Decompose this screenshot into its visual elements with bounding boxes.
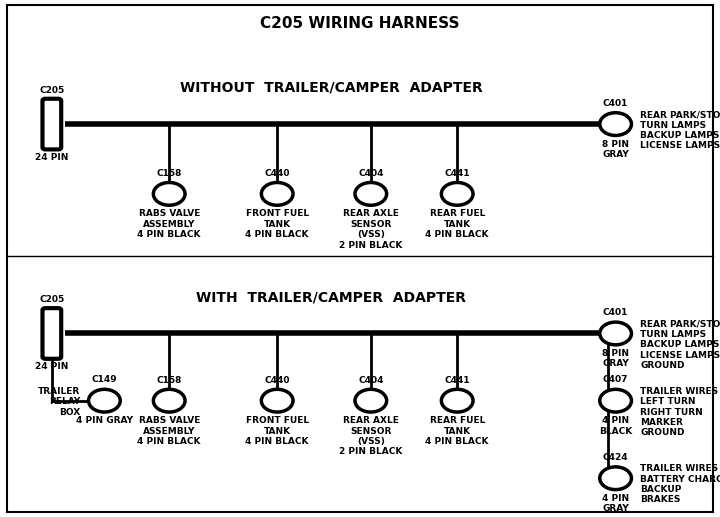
Text: WITHOUT  TRAILER/CAMPER  ADAPTER: WITHOUT TRAILER/CAMPER ADAPTER [180,81,482,95]
Circle shape [600,467,631,490]
Circle shape [441,389,473,412]
Text: TRAILER
RELAY
BOX: TRAILER RELAY BOX [37,387,80,417]
Circle shape [355,389,387,412]
Circle shape [153,389,185,412]
Text: C404: C404 [358,376,384,385]
Text: C440: C440 [264,376,290,385]
Text: FRONT FUEL
TANK
4 PIN BLACK: FRONT FUEL TANK 4 PIN BLACK [246,209,309,239]
Circle shape [261,183,293,205]
Text: REAR FUEL
TANK
4 PIN BLACK: REAR FUEL TANK 4 PIN BLACK [426,209,489,239]
Text: C440: C440 [264,170,290,178]
Text: C205: C205 [39,295,65,304]
Text: C424: C424 [603,453,629,462]
Text: REAR PARK/STOP
TURN LAMPS
BACKUP LAMPS
LICENSE LAMPS: REAR PARK/STOP TURN LAMPS BACKUP LAMPS L… [640,110,720,150]
Text: REAR AXLE
SENSOR
(VSS)
2 PIN BLACK: REAR AXLE SENSOR (VSS) 2 PIN BLACK [339,416,402,457]
Text: 4 PIN GRAY: 4 PIN GRAY [76,416,133,425]
Text: FRONT FUEL
TANK
4 PIN BLACK: FRONT FUEL TANK 4 PIN BLACK [246,416,309,446]
Text: C401: C401 [603,308,629,317]
Text: REAR PARK/STOP
TURN LAMPS
BACKUP LAMPS
LICENSE LAMPS
GROUND: REAR PARK/STOP TURN LAMPS BACKUP LAMPS L… [640,320,720,370]
FancyBboxPatch shape [42,308,61,359]
Text: C441: C441 [444,376,470,385]
Text: RABS VALVE
ASSEMBLY
4 PIN BLACK: RABS VALVE ASSEMBLY 4 PIN BLACK [138,416,201,446]
Text: TRAILER WIRES
LEFT TURN
RIGHT TURN
MARKER
GROUND: TRAILER WIRES LEFT TURN RIGHT TURN MARKE… [640,387,719,437]
Text: C158: C158 [156,170,182,178]
Circle shape [600,113,631,135]
Text: 4 PIN
GRAY: 4 PIN GRAY [602,494,629,513]
Circle shape [355,183,387,205]
FancyBboxPatch shape [42,99,61,149]
Circle shape [89,389,120,412]
Text: C407: C407 [603,375,629,384]
Text: WITH  TRAILER/CAMPER  ADAPTER: WITH TRAILER/CAMPER ADAPTER [196,290,467,305]
Text: 24 PIN: 24 PIN [35,153,68,161]
Circle shape [600,322,631,345]
Text: C158: C158 [156,376,182,385]
Text: C205: C205 [39,86,65,95]
Text: TRAILER WIRES
BATTERY CHARGE
BACKUP
BRAKES: TRAILER WIRES BATTERY CHARGE BACKUP BRAK… [640,464,720,505]
Circle shape [261,389,293,412]
Text: C149: C149 [91,375,117,384]
Text: 4 PIN
BLACK: 4 PIN BLACK [599,416,632,436]
Text: C441: C441 [444,170,470,178]
Text: REAR FUEL
TANK
4 PIN BLACK: REAR FUEL TANK 4 PIN BLACK [426,416,489,446]
Text: C205 WIRING HARNESS: C205 WIRING HARNESS [260,16,460,31]
Circle shape [153,183,185,205]
Text: C404: C404 [358,170,384,178]
Text: REAR AXLE
SENSOR
(VSS)
2 PIN BLACK: REAR AXLE SENSOR (VSS) 2 PIN BLACK [339,209,402,250]
Text: 8 PIN
GRAY: 8 PIN GRAY [602,140,629,159]
Text: C401: C401 [603,99,629,108]
Circle shape [441,183,473,205]
Text: 8 PIN
GRAY: 8 PIN GRAY [602,349,629,369]
Text: 24 PIN: 24 PIN [35,362,68,371]
Text: RABS VALVE
ASSEMBLY
4 PIN BLACK: RABS VALVE ASSEMBLY 4 PIN BLACK [138,209,201,239]
Circle shape [600,389,631,412]
